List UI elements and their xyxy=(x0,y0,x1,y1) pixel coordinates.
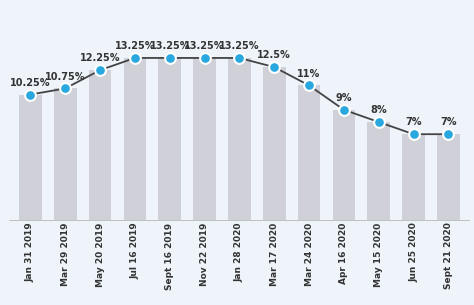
Bar xyxy=(19,95,42,220)
Point xyxy=(27,92,34,97)
Text: 7%: 7% xyxy=(405,117,422,127)
Text: 12.5%: 12.5% xyxy=(257,50,291,60)
Bar xyxy=(228,58,251,220)
Point xyxy=(96,68,104,73)
Point xyxy=(236,56,243,60)
Point xyxy=(166,56,173,60)
Bar xyxy=(124,58,146,220)
Point xyxy=(131,56,139,60)
Bar xyxy=(333,110,355,220)
Text: 13.25%: 13.25% xyxy=(115,41,155,51)
Point xyxy=(62,86,69,91)
Text: 10.25%: 10.25% xyxy=(10,78,51,88)
Text: 13.25%: 13.25% xyxy=(184,41,225,51)
Bar xyxy=(193,58,216,220)
Text: 11%: 11% xyxy=(297,69,320,79)
Point xyxy=(201,56,209,60)
Text: 12.25%: 12.25% xyxy=(80,53,120,63)
Point xyxy=(305,83,313,88)
Text: 9%: 9% xyxy=(336,93,352,103)
Text: 8%: 8% xyxy=(370,105,387,115)
Text: 13.25%: 13.25% xyxy=(219,41,260,51)
Point xyxy=(410,132,417,137)
Bar xyxy=(367,122,390,220)
Point xyxy=(270,65,278,70)
Bar xyxy=(298,85,320,220)
Point xyxy=(445,132,452,137)
Bar xyxy=(263,67,285,220)
Bar xyxy=(437,134,460,220)
Bar xyxy=(402,134,425,220)
Point xyxy=(375,120,383,124)
Text: 10.75%: 10.75% xyxy=(45,72,85,82)
Bar xyxy=(158,58,181,220)
Bar xyxy=(89,70,111,220)
Text: MONETARY POLICY DATA: MONETARY POLICY DATA xyxy=(14,21,284,40)
Bar xyxy=(54,88,76,220)
Text: 7%: 7% xyxy=(440,117,456,127)
Point xyxy=(340,107,347,112)
Text: 13.25%: 13.25% xyxy=(149,41,190,51)
